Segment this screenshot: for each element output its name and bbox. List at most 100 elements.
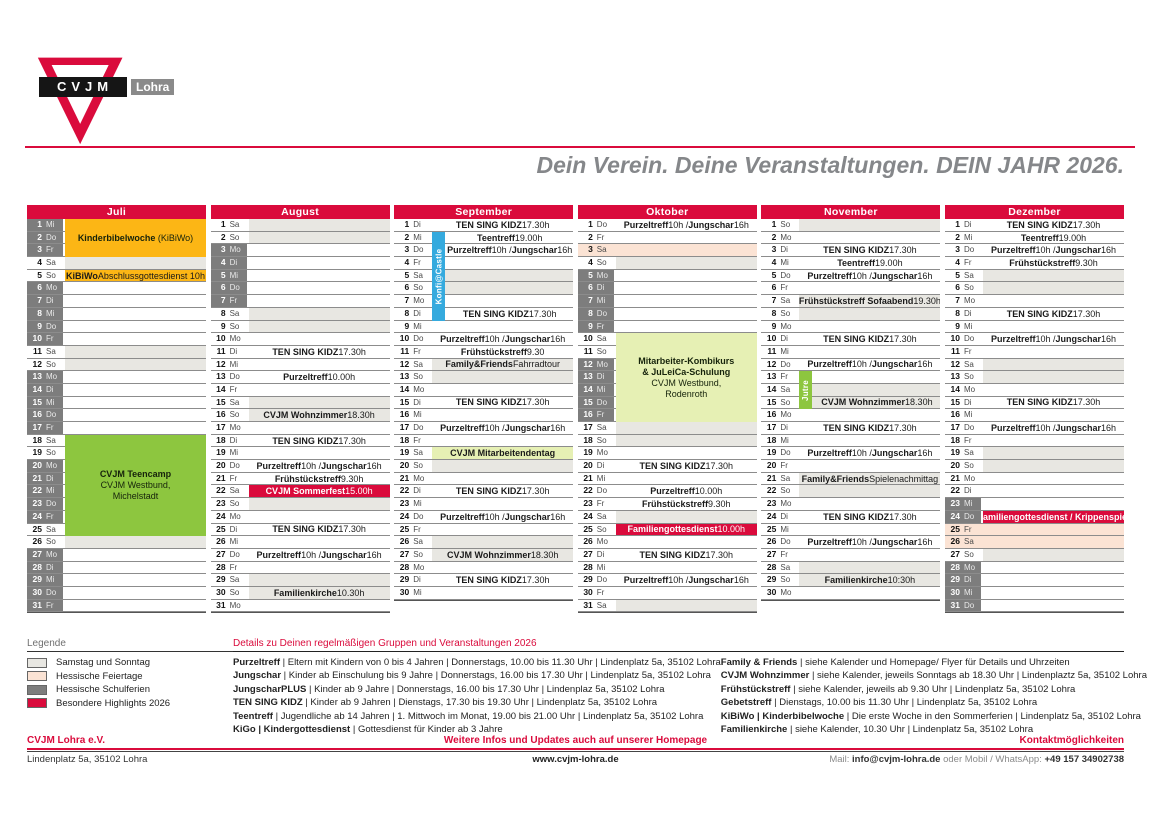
details-left-column: Purzeltreff | Eltern mit Kindern von 0 b… xyxy=(233,656,721,736)
day-number: 20 xyxy=(399,460,410,471)
day-number: 21 xyxy=(766,472,777,483)
event-cell xyxy=(248,219,390,231)
details-line: JungscharPLUS | Kinder ab 9 Jahre | Donn… xyxy=(233,683,665,695)
day-number: 31 xyxy=(583,599,593,610)
weekday-label: Di xyxy=(413,220,421,229)
event-cell xyxy=(983,485,1124,497)
day-number: 3 xyxy=(588,244,593,255)
day-row: 5 So KiBiWo Abschlussgottesdienst 10h xyxy=(27,269,206,283)
legend-swatch xyxy=(27,657,47,668)
event-cell xyxy=(249,282,390,294)
weekday-label: Mo xyxy=(229,423,241,432)
day-row: 9 Mo xyxy=(761,320,941,334)
weekday-label: Sa xyxy=(229,575,240,585)
weekday-label: Do xyxy=(780,537,791,547)
event-cell xyxy=(65,345,206,358)
day-row: 5 Sa xyxy=(945,269,1124,283)
day-number: 22 xyxy=(583,485,593,496)
event-cell: Familienkirche 10:30h xyxy=(799,574,941,586)
event-cell xyxy=(249,536,390,548)
day-row: 21 Fr Frühstückstreff 9.30h xyxy=(210,472,390,486)
weekday-label: Mo xyxy=(780,499,792,509)
day-row: 12 Sa xyxy=(945,358,1124,372)
event-cell xyxy=(983,409,1124,421)
day-number: 21 xyxy=(583,472,593,483)
day-number: 30 xyxy=(27,586,42,599)
month-september: September 1 Di TEN SING KIDZ 17.30h 2 Mi Teent… xyxy=(394,205,574,601)
day-number: 23 xyxy=(766,498,777,509)
day-row: 17 Do Purzeltreff 10h / Jungschar 16h xyxy=(394,422,574,435)
weekday-label: Fr xyxy=(225,295,247,307)
day-row: 6 Do xyxy=(210,282,390,296)
weekday-label: Mi xyxy=(596,562,606,572)
weekday-label: Do xyxy=(780,270,791,280)
event-cell xyxy=(799,346,940,358)
day-number: 16 xyxy=(950,409,960,420)
event-cell xyxy=(248,307,390,320)
event-cell xyxy=(615,422,757,434)
event-cell xyxy=(983,435,1124,447)
day-number: 23 xyxy=(583,498,593,509)
event-cell xyxy=(249,295,390,307)
day-row: 20 So xyxy=(945,460,1124,473)
day-row: 17 Fr xyxy=(27,422,206,435)
day-row: 25 Fr xyxy=(945,523,1124,537)
footer-org-name: CVJM Lohra e.V. xyxy=(27,735,105,746)
day-number: 16 xyxy=(399,409,410,420)
legend-swatch xyxy=(27,671,47,682)
legend-title: Legende xyxy=(27,638,239,652)
day-number: 29 xyxy=(583,574,593,585)
weekday-label: Mi xyxy=(42,485,63,498)
day-number: 24 xyxy=(945,510,960,523)
weekday-label: Sa xyxy=(780,473,791,483)
day-row: 29 Do Purzeltreff 10h / Jungschar 16h xyxy=(577,574,757,587)
day-row: 3 Di TEN SING KIDZ 17.30h xyxy=(761,244,941,258)
day-number: 11 xyxy=(400,345,410,356)
weekday-label: Do xyxy=(596,220,608,229)
event-cell xyxy=(65,536,206,548)
weekday-label: Fr xyxy=(964,524,972,534)
day-number: 11 xyxy=(583,345,593,356)
event-cell xyxy=(65,409,206,421)
day-number: 4 xyxy=(37,257,42,268)
event-cell xyxy=(249,447,390,459)
event-cell: Frühstückstreff 9.30h xyxy=(274,473,364,484)
event-cell: Purzeltreff 10h / Jungschar 16h xyxy=(440,511,566,522)
weekday-label: Mi xyxy=(780,346,789,356)
event-cell xyxy=(65,358,206,371)
details-line: CVJM Wohnzimmer | siehe Kalender, jeweil… xyxy=(720,670,1147,682)
day-row: 2 Mi Teentreff 19.00h xyxy=(394,231,574,245)
weekday-label: Di xyxy=(413,486,421,496)
footer-contact-info[interactable]: Mail: info@cvjm-lohra.de oder Mobil / Wh… xyxy=(829,754,1125,765)
event-cell xyxy=(983,562,1124,574)
event-cell xyxy=(432,257,573,269)
day-row: 10 Do Purzeltreff 10h / Jungschar 16h xyxy=(394,333,574,346)
day-number: 23 xyxy=(27,498,42,510)
event-block: Mitarbeiter-Kombikurs & JuLeiCa-Schulung C… xyxy=(615,333,757,423)
event-cell: Frühstückstreff Sofaabend 19.30h xyxy=(799,295,941,307)
weekday-label: Mi xyxy=(964,321,973,331)
footer-website-link[interactable]: www.cvjm-lohra.de xyxy=(532,754,619,765)
event-cell xyxy=(248,231,390,244)
weekday-label: Fr xyxy=(413,435,421,445)
weekday-label: Mo xyxy=(42,548,63,561)
event-cell: Familienkirche 10.30h xyxy=(248,586,390,599)
weekday-label: Di xyxy=(780,423,788,432)
event-cell xyxy=(249,270,390,282)
weekday-label: Do xyxy=(964,423,975,432)
weekday-label: Mi xyxy=(42,219,63,231)
day-number: 8 xyxy=(577,307,593,320)
event-cell xyxy=(249,562,390,574)
weekday-label: Sa xyxy=(229,308,240,318)
day-number: 5 xyxy=(771,269,777,280)
day-number: 24 xyxy=(216,510,226,521)
day-row: 24 Di TEN SING KIDZ 17.30h xyxy=(761,510,941,524)
day-row: 27 Fr xyxy=(761,548,941,562)
event-cell: TEN SING KIDZ 17.30h xyxy=(823,511,917,522)
weekday-label: Fr xyxy=(42,599,63,612)
event-cell: Purzeltreff 10h / Jungschar 16h xyxy=(807,270,933,281)
details-section: Details zu Deinen regelmäßigen Gruppen u… xyxy=(233,638,1147,736)
legend-item: Besondere Highlights 2026 xyxy=(27,697,239,711)
day-row: 16 Do xyxy=(27,409,206,422)
day-row: 20 Fr xyxy=(761,460,941,473)
